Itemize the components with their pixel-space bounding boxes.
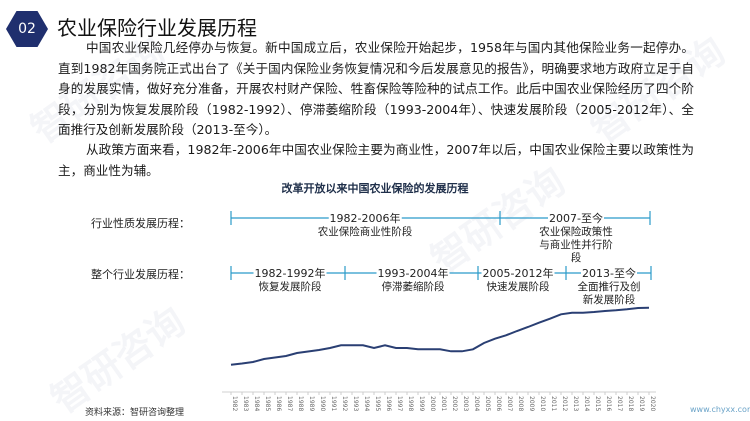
x-tick-label: 2004 bbox=[473, 396, 480, 411]
stage-period: 1982-2006年 bbox=[328, 212, 402, 225]
x-tick-label: 1987 bbox=[286, 396, 293, 411]
x-tick-label: 1999 bbox=[418, 396, 425, 411]
series-line bbox=[230, 306, 650, 366]
x-tick-label: 1996 bbox=[385, 396, 392, 411]
x-tick-label: 1983 bbox=[242, 396, 249, 411]
x-tick-label: 2006 bbox=[495, 396, 502, 411]
x-tick-label: 1998 bbox=[407, 396, 414, 411]
x-tick-label: 2017 bbox=[616, 396, 623, 411]
website-url[interactable]: www.chyxx.com bbox=[690, 405, 750, 414]
x-tick-label: 2010 bbox=[539, 396, 546, 411]
x-tick-label: 2018 bbox=[627, 396, 634, 411]
x-tick-label: 2015 bbox=[594, 396, 601, 411]
stage-name: 农业保险政策性与商业性并行阶段 bbox=[539, 226, 613, 264]
industry-stage-2: 1993-2004年 停滞萎缩阶段 bbox=[376, 267, 450, 294]
stage-period: 2013-至今 bbox=[581, 267, 637, 280]
x-tick-label: 1986 bbox=[275, 396, 282, 411]
x-tick-label: 2020 bbox=[649, 396, 656, 411]
nature-row-label: 行业性质发展历程： bbox=[91, 217, 190, 230]
section-number-badge: 02 bbox=[6, 11, 48, 47]
industry-stage-1: 1982-1992年 恢复发展阶段 bbox=[253, 267, 327, 294]
x-tick-label: 1982 bbox=[231, 396, 238, 411]
x-tick-label: 1989 bbox=[308, 396, 315, 411]
x-tick-label: 2005 bbox=[484, 396, 491, 411]
x-tick-label: 1994 bbox=[363, 396, 370, 411]
stage-name: 恢复发展阶段 bbox=[258, 281, 322, 293]
x-tick-label: 1995 bbox=[374, 396, 381, 411]
nature-stage-2: 2007-至今 农业保险政策性与商业性并行阶段 bbox=[536, 212, 616, 265]
x-tick-label: 2016 bbox=[605, 396, 612, 411]
stage-name: 农业保险商业性阶段 bbox=[317, 226, 413, 238]
paragraph-policy: 从政策方面来看，1982年-2006年中国农业保险主要为商业性，2007年以后，… bbox=[58, 142, 694, 178]
chart-title: 改革开放以来中国农业保险的发展历程 bbox=[281, 182, 469, 195]
x-tick-label: 2013 bbox=[572, 396, 579, 411]
x-tick-label: 1988 bbox=[297, 396, 304, 411]
x-tick-label: 1984 bbox=[253, 396, 260, 411]
x-tick-label: 1990 bbox=[319, 396, 326, 411]
x-tick-label: 2001 bbox=[440, 396, 447, 411]
x-tick-label: 2019 bbox=[638, 396, 645, 411]
stage-period: 2005-2012年 bbox=[481, 267, 555, 280]
stage-name: 全面推行及创新发展阶段 bbox=[577, 281, 641, 306]
x-tick-label: 2014 bbox=[583, 396, 590, 411]
x-ticks: 1982 1983 1984 1985 1986 1987 1988 1989 1990 1991… bbox=[230, 392, 656, 411]
stage-period: 1982-1992年 bbox=[253, 267, 327, 280]
x-tick-label: 2000 bbox=[429, 396, 436, 411]
x-tick-label: 2009 bbox=[528, 396, 535, 411]
nature-stage-1: 1982-2006年 农业保险商业性阶段 bbox=[317, 212, 413, 239]
stage-name: 快速发展阶段 bbox=[486, 281, 550, 293]
stage-period: 1993-2004年 bbox=[376, 267, 450, 280]
industry-stage-4: 2013-至今 全面推行及创新发展阶段 bbox=[573, 267, 645, 307]
paragraph-history: 中国农业保险几经停办与恢复。新中国成立后，农业保险开始起步，1958年与国内其他… bbox=[58, 40, 694, 137]
x-tick-label: 2011 bbox=[550, 396, 557, 411]
page-title: 农业保险行业发展历程 bbox=[57, 16, 257, 40]
x-tick-label: 1985 bbox=[264, 396, 271, 411]
source-note: 资料来源：智研咨询整理 bbox=[85, 408, 185, 418]
stage-period: 2007-至今 bbox=[548, 212, 604, 225]
stage-name: 停滞萎缩阶段 bbox=[381, 281, 445, 293]
x-tick-label: 2002 bbox=[451, 396, 458, 411]
x-tick-label: 2003 bbox=[462, 396, 469, 411]
industry-row-label: 整个行业发展历程： bbox=[91, 268, 190, 281]
x-tick-label: 1993 bbox=[352, 396, 359, 411]
x-tick-label: 2012 bbox=[561, 396, 568, 411]
x-tick-label: 2007 bbox=[506, 396, 513, 411]
x-tick-label: 2008 bbox=[517, 396, 524, 411]
x-tick-label: 1997 bbox=[396, 396, 403, 411]
industry-stage-3: 2005-2012年 快速发展阶段 bbox=[481, 267, 555, 294]
x-tick-label: 1991 bbox=[330, 396, 337, 411]
x-tick-label: 1992 bbox=[341, 396, 348, 411]
